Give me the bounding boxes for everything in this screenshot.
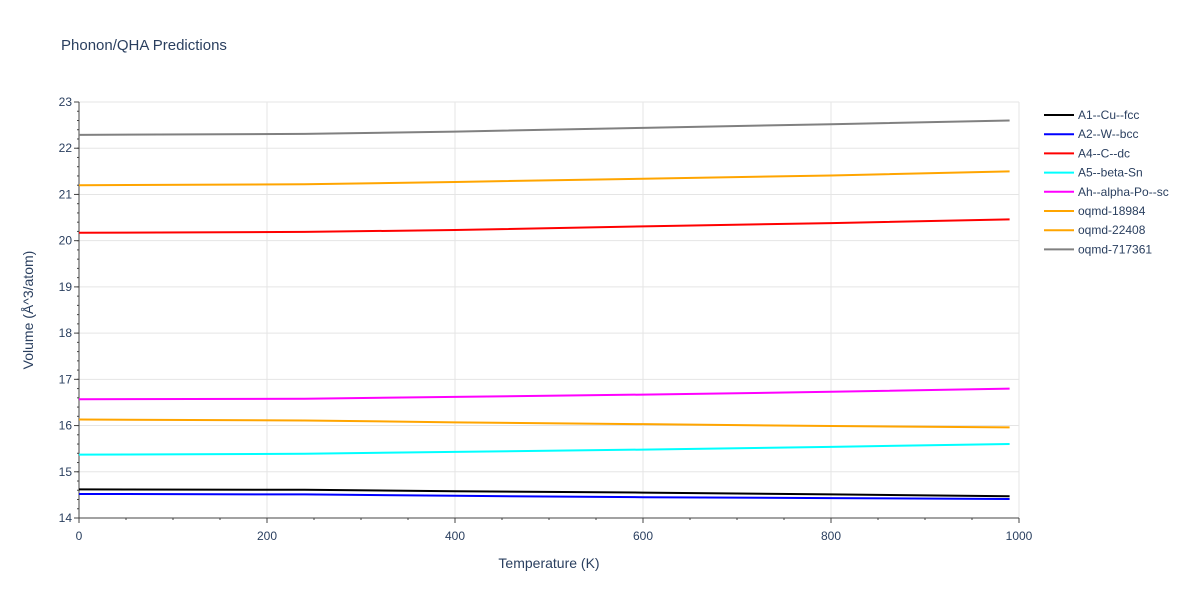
legend-label: A1--Cu--fcc [1078,108,1139,122]
y-tick-label: 14 [59,511,73,525]
series-line-8 [78,119,1010,136]
series-line-3 [78,218,1010,234]
series-line-2 [78,492,1010,501]
x-tick-label: 0 [76,529,83,543]
y-tick-label: 21 [59,187,73,201]
y-axis-title: Volume (Å^3/atom) [20,251,36,370]
legend-label: A5--beta-Sn [1078,166,1143,180]
x-tick-label: 1000 [1006,529,1033,543]
x-axis-title: Temperature (K) [498,555,599,571]
axes-layer: 14 15 16 17 18 19 20 21 22 23 0 200 400 600 800 1000 [59,95,1033,543]
y-tick-label: 20 [59,234,73,248]
legend-label: oqmd-717361 [1078,242,1152,256]
legend-item[interactable]: A2--W--bcc [1044,127,1138,141]
y-tick-label: 16 [59,419,73,433]
legend-item[interactable]: oqmd-717361 [1044,242,1152,256]
y-tick-label: 23 [59,95,73,109]
legend-item[interactable]: A1--Cu--fcc [1044,108,1139,122]
y-tick-label: 19 [59,280,73,294]
legend-label: A4--C--dc [1078,146,1130,160]
series-layer [78,119,1010,501]
legend-label: oqmd-18984 [1078,204,1146,218]
legend-item[interactable]: A5--beta-Sn [1044,166,1143,180]
x-tick-label: 600 [633,529,653,543]
series-line-5 [78,387,1010,401]
x-tick-label: 200 [257,529,277,543]
x-tick-label: 400 [445,529,465,543]
legend-label: Ah--alpha-Po--sc [1078,185,1169,199]
series-line-6 [78,418,1010,429]
legend-item[interactable]: oqmd-22408 [1044,223,1146,237]
legend-item[interactable]: Ah--alpha-Po--sc [1044,185,1169,199]
y-tick-label: 17 [59,372,73,386]
legend[interactable]: A1--Cu--fcc A2--W--bcc A4--C--dc A5--beta-S… [1044,108,1169,256]
y-tick-label: 15 [59,465,73,479]
y-tick-label: 18 [59,326,73,340]
x-tick-label: 800 [821,529,841,543]
series-line-7 [78,170,1010,187]
legend-label: A2--W--bcc [1078,127,1138,141]
legend-item[interactable]: oqmd-18984 [1044,204,1146,218]
series-line-1 [78,488,1010,498]
legend-label: oqmd-22408 [1078,223,1146,237]
series-line-4 [78,443,1010,456]
y-tick-label: 22 [59,141,73,155]
chart-title: Phonon/QHA Predictions [61,37,227,54]
legend-item[interactable]: A4--C--dc [1044,146,1130,160]
